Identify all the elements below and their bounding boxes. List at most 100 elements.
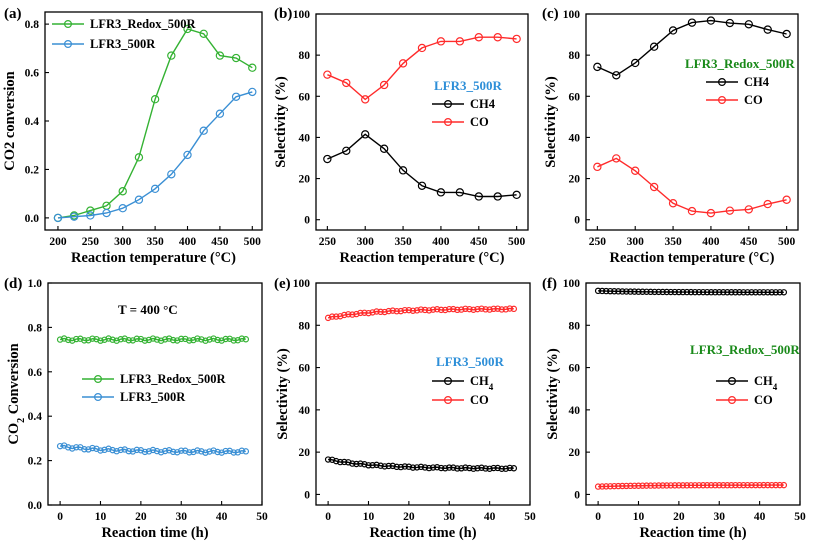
data-point bbox=[85, 446, 92, 453]
annotation: LFR3_500R bbox=[434, 78, 503, 93]
data-point bbox=[474, 33, 483, 42]
x-axis-label: Reaction time (h) bbox=[369, 525, 476, 541]
data-point bbox=[379, 144, 389, 153]
data-point bbox=[436, 37, 446, 46]
x-tick-label: 350 bbox=[664, 236, 682, 248]
data-point bbox=[768, 289, 775, 296]
data-point bbox=[494, 464, 501, 472]
series-line-1 bbox=[597, 157, 787, 214]
y-tick-label: 100 bbox=[293, 278, 311, 290]
y-tick-label: 20 bbox=[569, 447, 581, 459]
data-point bbox=[510, 305, 518, 313]
data-point bbox=[397, 463, 404, 471]
data-point bbox=[86, 206, 95, 215]
x-tick-label: 500 bbox=[778, 236, 796, 248]
data-point bbox=[744, 481, 751, 489]
panel-label: (a) bbox=[4, 6, 22, 22]
data-point bbox=[752, 289, 759, 296]
data-point bbox=[401, 306, 409, 314]
x-axis-label: Reaction temperature (°C) bbox=[71, 250, 236, 266]
legend-marker bbox=[727, 377, 736, 386]
data-point bbox=[157, 337, 165, 344]
legend-label: CH4 bbox=[754, 374, 778, 392]
data-point bbox=[615, 288, 622, 295]
data-point bbox=[118, 187, 127, 196]
x-tick-label: 30 bbox=[713, 511, 725, 523]
data-point bbox=[598, 483, 606, 490]
data-point bbox=[230, 449, 237, 456]
series-line-1 bbox=[57, 91, 253, 219]
data-point bbox=[607, 287, 614, 295]
data-point bbox=[214, 336, 221, 344]
x-tick-label: 300 bbox=[627, 236, 645, 248]
data-point bbox=[113, 448, 120, 455]
x-tick-label: 0 bbox=[57, 511, 63, 523]
data-point bbox=[190, 336, 197, 344]
data-point bbox=[64, 444, 72, 451]
y-tick-label: 60 bbox=[299, 363, 311, 375]
data-point bbox=[736, 481, 743, 489]
data-point bbox=[97, 337, 104, 344]
data-point bbox=[332, 457, 340, 465]
data-point bbox=[663, 288, 670, 296]
data-point bbox=[242, 448, 250, 455]
data-point bbox=[502, 306, 509, 313]
legend-marker bbox=[444, 377, 453, 386]
y-tick-label: 1.0 bbox=[28, 278, 43, 290]
data-point bbox=[671, 482, 679, 489]
data-point bbox=[649, 42, 659, 51]
data-point bbox=[361, 130, 370, 139]
legend-label: CO bbox=[470, 115, 489, 129]
data-point bbox=[222, 447, 229, 455]
data-point bbox=[455, 37, 465, 46]
y-tick-label: 80 bbox=[569, 50, 581, 62]
legend-marker bbox=[93, 375, 102, 384]
data-point bbox=[381, 308, 388, 316]
data-point bbox=[659, 482, 666, 489]
data-point bbox=[671, 288, 679, 296]
data-point bbox=[113, 337, 120, 344]
data-point bbox=[409, 307, 417, 314]
data-point bbox=[594, 483, 602, 490]
x-tick-label: 250 bbox=[589, 236, 607, 248]
data-point bbox=[161, 336, 169, 343]
y-tick-label: 0.8 bbox=[25, 19, 40, 31]
y-axis-label-rest: Conversion bbox=[6, 343, 22, 418]
data-point bbox=[716, 289, 723, 296]
y-axis-label: Selectivity (%) bbox=[545, 348, 561, 440]
y-tick-label: 0.6 bbox=[28, 367, 43, 379]
data-point bbox=[699, 482, 707, 489]
legend-label: LFR3_500R bbox=[120, 390, 186, 404]
data-point bbox=[183, 150, 192, 160]
legend-label: LFR3_Redox_500R bbox=[120, 372, 227, 386]
data-point bbox=[437, 306, 445, 314]
data-point bbox=[458, 465, 465, 472]
data-point bbox=[357, 309, 364, 317]
data-point bbox=[133, 335, 141, 342]
data-point bbox=[635, 482, 642, 489]
y-axis-label: Selectivity (%) bbox=[275, 348, 291, 440]
data-point bbox=[365, 309, 372, 317]
data-point bbox=[760, 289, 767, 296]
data-point bbox=[437, 464, 445, 472]
data-point bbox=[744, 205, 753, 214]
data-point bbox=[659, 288, 666, 296]
x-tick-label: 30 bbox=[175, 511, 187, 523]
data-point bbox=[619, 482, 626, 490]
data-point bbox=[161, 447, 169, 455]
data-point bbox=[337, 458, 344, 466]
data-point bbox=[417, 463, 425, 471]
data-point bbox=[349, 460, 356, 467]
data-point bbox=[712, 482, 719, 489]
data-point bbox=[332, 313, 340, 320]
data-point bbox=[494, 305, 501, 312]
legend-label-text: CO bbox=[754, 393, 773, 407]
y-tick-label: 0.6 bbox=[25, 68, 40, 80]
x-tick-label: 10 bbox=[95, 511, 107, 523]
plot-frame bbox=[585, 282, 801, 506]
data-point bbox=[612, 71, 621, 80]
legend-label: CH4 bbox=[744, 75, 770, 89]
y-tick-label: 100 bbox=[563, 278, 581, 290]
data-point bbox=[667, 482, 674, 489]
data-point bbox=[102, 208, 111, 218]
